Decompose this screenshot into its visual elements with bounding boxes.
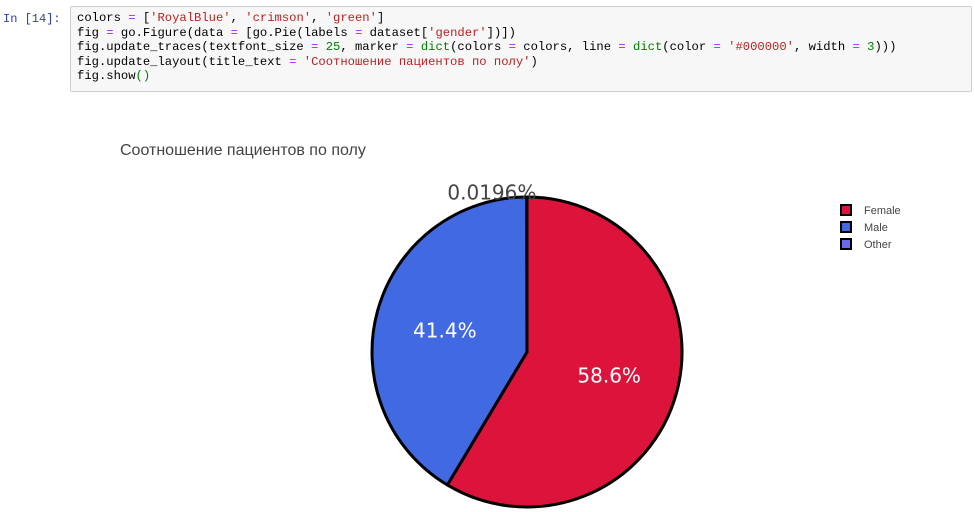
chart-title: Соотношение пациентов по полу xyxy=(120,142,366,159)
code-token: dict xyxy=(420,40,451,54)
code-token: ) xyxy=(530,54,538,69)
legend-item-female[interactable]: Female xyxy=(840,204,901,217)
code-token: fig.update_traces(textfont_size xyxy=(77,40,312,54)
pie-chart: Соотношение пациентов по полу 58.6% 41.4%… xyxy=(120,142,901,509)
code-token: '#000000' xyxy=(728,40,794,54)
code-token: = xyxy=(230,25,238,40)
code-token: = xyxy=(713,40,721,54)
code-token xyxy=(414,40,421,54)
code-token: fig.update_layout(title_text xyxy=(77,54,290,69)
legend-item-male[interactable]: Male xyxy=(840,221,888,234)
code-token xyxy=(296,55,303,69)
code-token: 25 xyxy=(325,40,341,54)
pie-slice-labels: 58.6% 41.4% 0.0196% xyxy=(413,181,641,388)
code-token: 3 xyxy=(867,40,875,54)
code-token: = xyxy=(508,40,516,54)
code-line: fig.update_layout(title_text = 'Соотноше… xyxy=(77,55,965,70)
code-token: colors xyxy=(77,11,129,25)
legend-label: Other xyxy=(864,239,892,251)
code-token: = xyxy=(128,11,136,25)
code-token: fig.show xyxy=(77,69,136,83)
code-token: , xyxy=(230,11,246,25)
code-token: ))) xyxy=(874,40,897,54)
code-editor[interactable]: colors = ['RoyalBlue', 'crimson', 'green… xyxy=(70,6,972,92)
code-token: = xyxy=(618,40,626,54)
legend-label: Female xyxy=(864,205,901,217)
pie-label-female: 58.6% xyxy=(577,364,641,388)
pie-label-other: 0.0196% xyxy=(447,181,536,205)
code-token: dataset[ xyxy=(362,25,429,40)
code-token: [go.Pie(labels xyxy=(237,25,355,40)
legend-swatch xyxy=(840,221,852,233)
code-line: fig.show() xyxy=(77,69,965,84)
code-token: ])]) xyxy=(486,25,516,40)
code-token: = xyxy=(106,25,114,40)
code-token: , marker xyxy=(340,40,407,54)
code-token: , xyxy=(311,11,326,25)
code-token: = xyxy=(406,40,414,54)
code-token: ] xyxy=(376,11,385,25)
pie-slices xyxy=(370,195,684,509)
code-line: colors = ['RoyalBlue', 'crimson', 'green… xyxy=(77,11,965,26)
code-token: [ xyxy=(135,11,151,25)
code-token xyxy=(318,40,325,54)
code-line: fig.update_traces(textfont_size = 25, ma… xyxy=(77,40,965,55)
legend-swatch xyxy=(840,238,852,250)
code-token: = xyxy=(311,40,319,54)
code-token: = xyxy=(354,25,363,40)
code-token: (color xyxy=(662,40,714,54)
legend-label: Male xyxy=(864,222,888,234)
code-token: 'Соотношение пациентов по полу' xyxy=(303,54,531,69)
pie-slice-male[interactable] xyxy=(370,195,529,487)
legend-swatch xyxy=(840,204,852,216)
code-token xyxy=(626,40,633,54)
code-token: fig xyxy=(77,25,107,40)
legend: Female Male Other xyxy=(840,204,901,251)
code-token: , width xyxy=(793,40,853,54)
cell-prompt: In [14]: xyxy=(3,12,61,26)
code-line: fig = go.Figure(data = [go.Pie(labels = … xyxy=(77,26,965,41)
pie-label-male: 41.4% xyxy=(413,318,477,342)
legend-item-other[interactable]: Other xyxy=(840,238,892,251)
code-token: 'gender' xyxy=(428,25,487,40)
cell-output: Соотношение пациентов по полу 58.6% 41.4%… xyxy=(0,100,975,512)
code-token: (colors xyxy=(450,40,509,54)
code-token: () xyxy=(135,69,151,83)
code-token: go.Figure(data xyxy=(113,25,231,40)
code-token: colors, line xyxy=(515,40,619,54)
code-token: 'green' xyxy=(325,11,377,25)
pie-slice-female[interactable] xyxy=(445,195,684,509)
code-token: 'crimson' xyxy=(245,11,312,25)
code-token: = xyxy=(289,54,297,69)
code-token: 'RoyalBlue' xyxy=(150,11,231,25)
code-token: = xyxy=(852,40,860,54)
code-token: dict xyxy=(633,40,663,54)
